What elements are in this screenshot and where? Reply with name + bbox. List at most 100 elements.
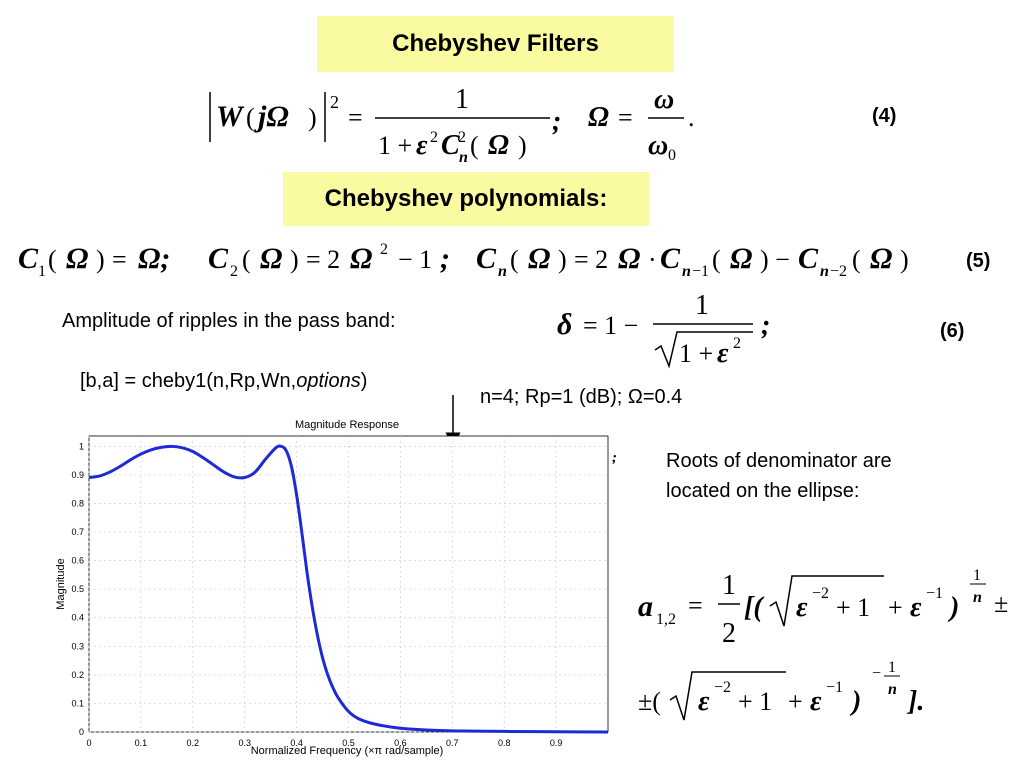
svg-text:.: . bbox=[688, 103, 695, 132]
svg-text:1: 1 bbox=[695, 290, 709, 321]
svg-text:2: 2 bbox=[722, 618, 736, 649]
equation-6: δ = 1 − 1 1 + ε 2 ; bbox=[557, 290, 770, 369]
svg-text:ε: ε bbox=[796, 592, 808, 623]
svg-text:n: n bbox=[973, 589, 982, 606]
svg-text:C: C bbox=[18, 242, 39, 275]
svg-text:;: ; bbox=[761, 310, 770, 341]
svg-text:δ: δ bbox=[557, 308, 572, 341]
roots-text-line1: Roots of denominator are bbox=[666, 450, 892, 472]
svg-text:2: 2 bbox=[330, 92, 339, 112]
x-tick-label: 0.2 bbox=[187, 738, 200, 748]
svg-text:Ω: Ω bbox=[588, 102, 609, 133]
svg-text:−2: −2 bbox=[812, 585, 829, 602]
svg-text:n: n bbox=[888, 681, 897, 698]
svg-text:(: ( bbox=[852, 245, 861, 274]
subtitle-box: Chebyshev polynomials: bbox=[283, 172, 649, 226]
x-tick-label: 0.7 bbox=[446, 738, 459, 748]
ripple-label: Amplitude of ripples in the pass band: bbox=[62, 310, 396, 332]
svg-text:2: 2 bbox=[380, 241, 388, 258]
y-tick-label: 0 bbox=[79, 727, 84, 737]
svg-text:ε: ε bbox=[717, 338, 729, 369]
svg-text:−2: −2 bbox=[714, 679, 731, 696]
svg-text:Ω: Ω bbox=[730, 242, 752, 275]
y-tick-label: 0.4 bbox=[71, 613, 84, 623]
slide-title-text: Chebyshev Filters bbox=[392, 30, 599, 57]
svg-text:±: ± bbox=[994, 589, 1008, 618]
svg-text:2: 2 bbox=[458, 129, 466, 146]
svg-text:) −: ) − bbox=[760, 245, 790, 274]
chart-title: Magnitude Response bbox=[295, 419, 399, 431]
svg-text:): ) bbox=[308, 103, 317, 132]
svg-text:= 2: = 2 bbox=[574, 245, 608, 274]
svg-text:n: n bbox=[498, 263, 507, 280]
svg-text:=: = bbox=[618, 103, 633, 132]
svg-text:n: n bbox=[682, 263, 691, 280]
y-tick-label: 0.2 bbox=[71, 670, 84, 680]
svg-text:Ω: Ω bbox=[870, 242, 892, 275]
svg-text:Ω: Ω bbox=[260, 242, 282, 275]
svg-text:2: 2 bbox=[230, 263, 238, 280]
svg-text:C: C bbox=[208, 242, 229, 275]
svg-text:1,2: 1,2 bbox=[656, 611, 676, 628]
ellipse-formula-line1: a 1,2 = 1 2 [( ε −2 + 1 + ε −1 ) 1 n ± bbox=[638, 567, 1008, 649]
svg-text:ε: ε bbox=[910, 592, 922, 623]
magnitude-series-line bbox=[88, 444, 609, 734]
svg-text:2: 2 bbox=[430, 129, 438, 146]
cheby1-call: [b,a] = cheby1(n,Rp,Wn,options) bbox=[80, 370, 367, 393]
y-tick-label: 0.6 bbox=[71, 556, 84, 566]
svg-text:): ) bbox=[900, 245, 909, 274]
svg-text:=: = bbox=[112, 245, 127, 274]
x-tick-label: 0.9 bbox=[550, 738, 563, 748]
svg-text:): ) bbox=[518, 131, 527, 160]
y-axis-label: Magnitude bbox=[55, 558, 67, 609]
x-tick-label: 0.6 bbox=[394, 738, 407, 748]
x-tick-labels: 0 0.1 0.2 0.3 0.4 0.5 0.6 0.7 0.8 0.9 bbox=[86, 738, 562, 748]
svg-text:(: ( bbox=[712, 245, 721, 274]
x-tick-label: 0.5 bbox=[342, 738, 355, 748]
svg-text:jΩ: jΩ bbox=[254, 100, 289, 133]
y-tick-label: 0.5 bbox=[71, 584, 84, 594]
svg-text:(: ( bbox=[510, 245, 519, 274]
svg-text:+ 1: + 1 bbox=[738, 687, 772, 716]
svg-text:+: + bbox=[788, 687, 803, 716]
svg-text:n: n bbox=[820, 263, 829, 280]
svg-text:;: ; bbox=[440, 242, 450, 275]
svg-text:): ) bbox=[96, 245, 105, 274]
y-tick-labels: 0 0.1 0.2 0.3 0.4 0.5 0.6 0.7 0.8 0.9 1 bbox=[71, 441, 84, 737]
svg-text:1: 1 bbox=[38, 263, 46, 280]
svg-text:Ω: Ω bbox=[350, 242, 372, 275]
equation-5: C 1 ( Ω ) = Ω; C 2 ( Ω ) = 2 Ω 2 − 1 ; C… bbox=[18, 241, 909, 280]
y-tick-label: 0.3 bbox=[71, 641, 84, 651]
svg-text:C: C bbox=[476, 242, 497, 275]
svg-text:(: ( bbox=[246, 103, 255, 132]
filter-params: n=4; Rp=1 (dB); Ω=0.4 bbox=[480, 386, 683, 408]
svg-text:ω: ω bbox=[648, 130, 668, 161]
svg-text:−: − bbox=[872, 665, 881, 682]
svg-text:ε: ε bbox=[698, 686, 710, 717]
ellipse-formula-line2: ±( ε −2 + 1 + ε −1 ) − 1 n ]. bbox=[638, 659, 924, 721]
svg-text:n: n bbox=[459, 149, 468, 166]
svg-text:;: ; bbox=[552, 106, 561, 137]
svg-text:): ) bbox=[947, 592, 959, 623]
svg-text:Ω: Ω bbox=[618, 242, 640, 275]
x-tick-label: 0.8 bbox=[498, 738, 511, 748]
svg-text:0: 0 bbox=[668, 147, 676, 164]
svg-text:W: W bbox=[216, 100, 245, 133]
svg-text:−1: −1 bbox=[692, 263, 709, 280]
svg-text:·: · bbox=[648, 245, 657, 274]
svg-text:): ) bbox=[558, 245, 567, 274]
svg-text:(: ( bbox=[470, 131, 479, 160]
svg-text:= 2: = 2 bbox=[306, 245, 340, 274]
equation-6-number: (6) bbox=[940, 320, 965, 342]
svg-text:+: + bbox=[888, 593, 903, 622]
magnitude-response-chart: Magnitude Response 0 0.1 0.2 0.3 0.4 0.5 0.6 0.… bbox=[55, 419, 609, 757]
svg-text:−1: −1 bbox=[826, 679, 843, 696]
y-tick-label: 0.8 bbox=[71, 498, 84, 508]
y-tick-label: 0.1 bbox=[71, 698, 84, 708]
svg-text:Ω: Ω bbox=[488, 130, 509, 161]
svg-text:(: ( bbox=[242, 245, 251, 274]
svg-text:= 1 −: = 1 − bbox=[583, 311, 638, 340]
svg-text:1: 1 bbox=[888, 659, 896, 676]
roots-text-line2: located on the ellipse: bbox=[666, 480, 860, 502]
svg-text:ε: ε bbox=[810, 686, 822, 717]
